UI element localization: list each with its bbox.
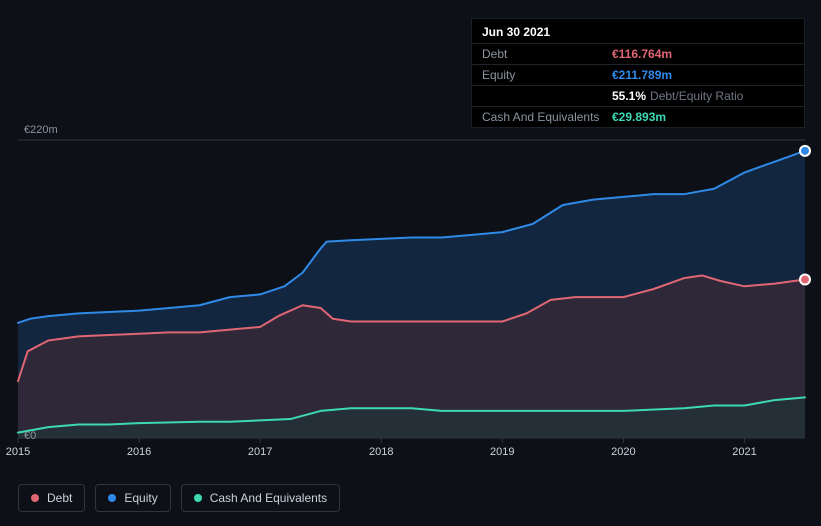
legend-dot-icon [194, 494, 202, 502]
legend-item-debt[interactable]: Debt [18, 484, 85, 512]
legend-item-label: Cash And Equivalents [210, 491, 327, 505]
hover-tooltip: Jun 30 2021 Debt €116.764m Equity €211.7… [471, 18, 805, 128]
tooltip-row-label: Debt [482, 47, 612, 61]
x-axis-tick-label: 2016 [127, 446, 151, 458]
tooltip-row-label: Equity [482, 68, 612, 82]
legend: Debt Equity Cash And Equivalents [18, 484, 340, 512]
x-axis-tick-label: 2015 [6, 446, 30, 458]
legend-dot-icon [31, 494, 39, 502]
x-axis-tick-label: 2021 [732, 446, 756, 458]
tooltip-row-label: Cash And Equivalents [482, 110, 612, 124]
tooltip-row-value: 55.1% [612, 89, 646, 103]
legend-item-label: Debt [47, 491, 72, 505]
x-axis-tick-label: 2019 [490, 446, 514, 458]
legend-item-cash[interactable]: Cash And Equivalents [181, 484, 340, 512]
tooltip-row-value: €116.764m [612, 47, 672, 61]
y-axis-label-top: €220m [24, 124, 58, 136]
tooltip-row: Equity €211.789m [472, 64, 804, 85]
legend-item-equity[interactable]: Equity [95, 484, 170, 512]
tooltip-row-value: €29.893m [612, 110, 666, 124]
tooltip-row: Cash And Equivalents €29.893m [472, 106, 804, 127]
tooltip-row: Debt €116.764m [472, 43, 804, 64]
y-axis-label-bottom: €0 [24, 430, 36, 442]
tooltip-row: 55.1% Debt/Equity Ratio [472, 85, 804, 106]
x-axis-tick-label: 2017 [248, 446, 272, 458]
tooltip-row-value: €211.789m [612, 68, 672, 82]
legend-dot-icon [108, 494, 116, 502]
x-axis-tick-label: 2020 [611, 446, 635, 458]
tooltip-date: Jun 30 2021 [472, 19, 804, 43]
legend-item-label: Equity [124, 491, 157, 505]
x-axis-tick-label: 2018 [369, 446, 393, 458]
tooltip-row-extra: Debt/Equity Ratio [650, 89, 743, 103]
